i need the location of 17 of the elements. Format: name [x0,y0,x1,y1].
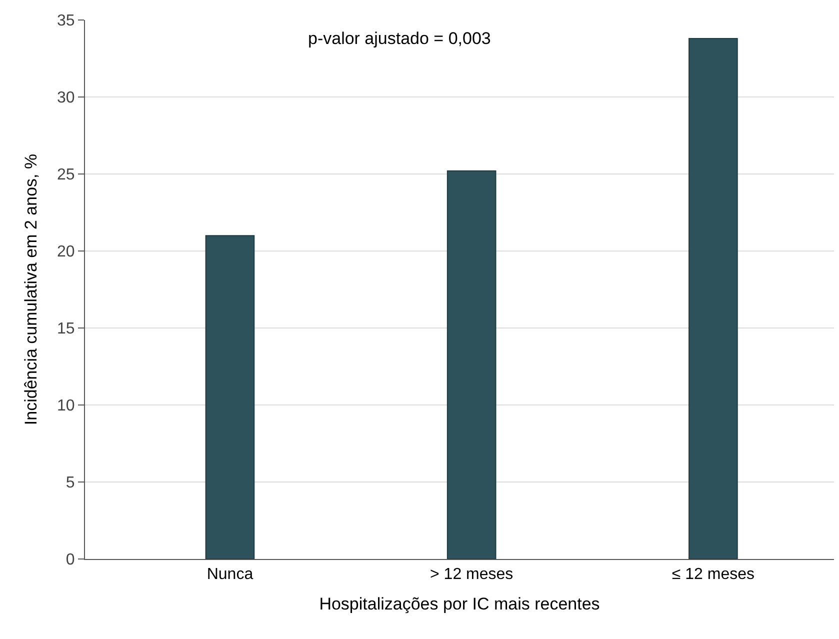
x-axis-title: Hospitalizações por IC mais recentes [319,594,600,614]
bar [688,38,738,559]
x-tick-label: > 12 meses [430,566,514,584]
y-tick-label: 15 [57,320,75,338]
y-tick-label: 5 [66,474,75,492]
y-axis-title: Incidência cumulativa em 2 anos, % [22,154,41,426]
y-tick-label: 30 [57,90,75,107]
bar [446,170,496,559]
y-tick-label: 10 [57,398,75,415]
y-tick-label: 25 [57,166,75,184]
y-tick-label: 0 [66,552,75,569]
y-tick-label: 20 [57,244,75,261]
bar [205,235,255,559]
x-tick-label: ≤ 12 meses [672,566,754,584]
x-tick-label: Nunca [206,566,254,584]
annotation: p-valor ajustado = 0,003 [308,29,491,48]
y-tick-label: 35 [57,12,75,30]
